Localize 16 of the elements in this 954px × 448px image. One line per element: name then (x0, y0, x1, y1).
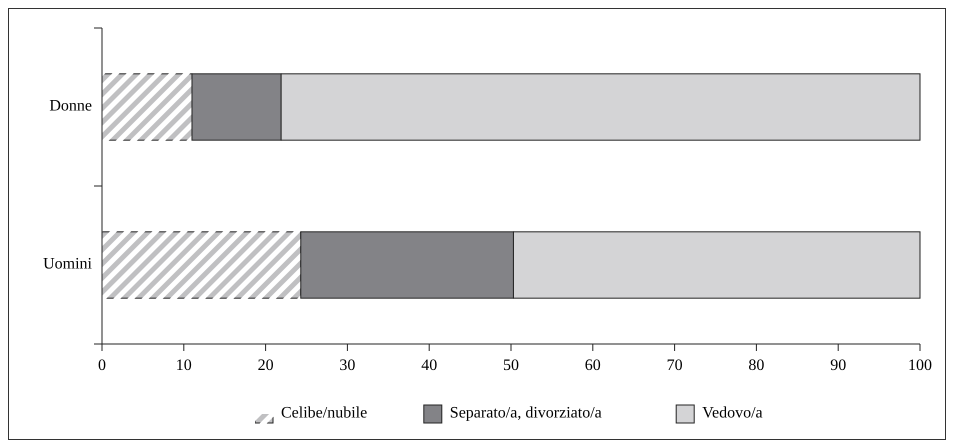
legend-label: Celibe/nubile (281, 404, 368, 422)
legend-label: Separato/a, divorziato/a (450, 404, 602, 422)
x-tick-label: 30 (339, 357, 356, 374)
x-tick-label: 60 (584, 357, 601, 374)
x-tick-label: 0 (98, 357, 106, 374)
x-tick-label: 90 (830, 357, 846, 374)
x-tick-label: 50 (503, 357, 519, 374)
y-tick-label: Uomini (43, 256, 93, 273)
x-tick-label: 100 (908, 357, 932, 374)
x-tick-label: 10 (176, 357, 192, 374)
x-tick-label: 70 (666, 357, 683, 374)
x-tick-label: 20 (258, 357, 274, 374)
x-tick-label: 40 (421, 357, 438, 374)
legend-label: Vedovo/a (702, 404, 763, 422)
x-tick-label: 80 (748, 357, 764, 374)
y-tick-label: Donne (49, 98, 92, 115)
